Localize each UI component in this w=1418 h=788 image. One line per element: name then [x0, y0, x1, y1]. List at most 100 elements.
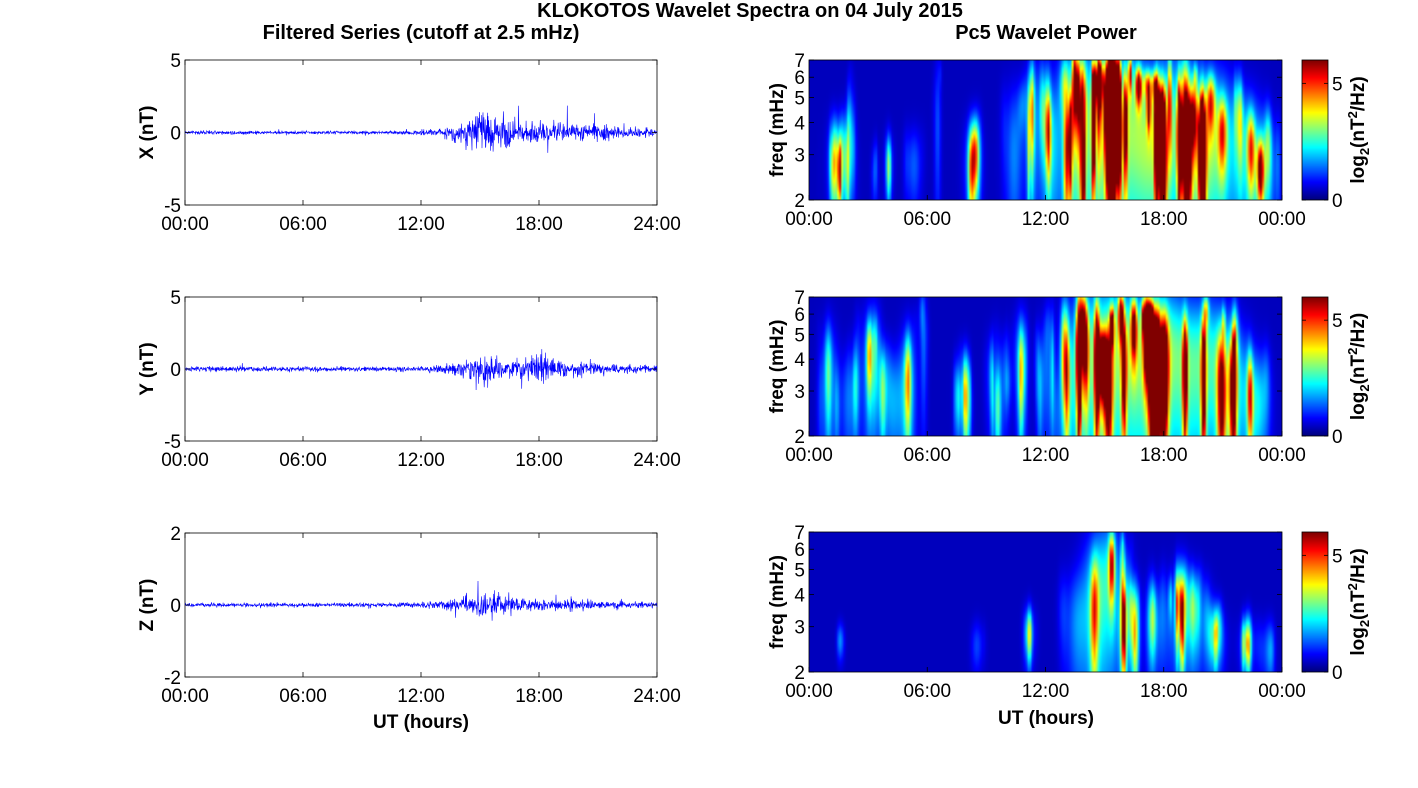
colorbar-label-part: (nT: [1348, 118, 1369, 148]
x-tick-label: 12:00: [397, 450, 445, 471]
y-tick-label: 2: [794, 663, 805, 684]
wavelet-power-heatmap: [809, 60, 1282, 200]
x-tick-label: 00:00: [785, 681, 833, 702]
y-tick-label: -5: [164, 432, 181, 453]
y-tick-label: 2: [794, 427, 805, 448]
x-tick-label: 18:00: [1140, 209, 1188, 230]
colorbar-label-part: log: [1348, 155, 1369, 184]
y-axis-label: X (nT): [137, 106, 158, 160]
y-tick-label: 4: [794, 350, 805, 371]
y-tick-label: 0: [170, 360, 181, 381]
y-axis-label: freq (mHz): [767, 320, 788, 414]
x-tick-label: 18:00: [1140, 445, 1188, 466]
colorbar-tick-label: 5: [1332, 311, 1343, 332]
x-tick-label: 06:00: [279, 686, 327, 707]
x-tick-label: 24:00: [633, 214, 681, 235]
x-tick-label: 00:00: [785, 209, 833, 230]
y-tick-label: -5: [164, 196, 181, 217]
colorbar-tick-label: 0: [1332, 663, 1343, 684]
x-tick-label: 12:00: [1022, 681, 1070, 702]
x-tick-label: 12:00: [1022, 209, 1070, 230]
y-tick-label: 7: [794, 51, 805, 72]
right-xlabel: UT (hours): [998, 708, 1094, 729]
colorbar-label-part: log: [1348, 627, 1369, 656]
x-tick-label: 18:00: [1140, 681, 1188, 702]
colorbar-label-part: log: [1348, 392, 1369, 421]
x-tick-label: 06:00: [903, 445, 951, 466]
y-tick-label: 3: [794, 618, 805, 639]
x-tick-label: 00:00: [161, 450, 209, 471]
y-tick-label: 4: [794, 114, 805, 135]
x-tick-label: 12:00: [1022, 445, 1070, 466]
y-tick-label: 7: [794, 523, 805, 544]
x-tick-label: 00:00: [1258, 681, 1306, 702]
x-tick-label: 12:00: [397, 214, 445, 235]
colorbar-label-part: (nT: [1348, 590, 1369, 620]
x-tick-label: 00:00: [161, 686, 209, 707]
series-panel-2: 5 0 -500:00 06:00 12:00 18:00 24:00 Y (nT): [137, 288, 681, 471]
y-tick-label: 6: [794, 540, 805, 561]
wavelet-power-heatmap: [809, 532, 1282, 672]
y-tick-label: 2: [170, 524, 181, 545]
colorbar-gradient: [1302, 297, 1328, 436]
wavelet-power-heatmap: [809, 297, 1282, 436]
y-tick-label: 6: [794, 305, 805, 326]
colorbar-label-part: /Hz): [1348, 313, 1369, 348]
x-tick-label: 06:00: [903, 681, 951, 702]
left-xlabel: UT (hours): [373, 712, 469, 733]
series-line: [184, 349, 658, 391]
series-line: [184, 105, 658, 153]
x-tick-label: 06:00: [279, 450, 327, 471]
series-line: [184, 580, 658, 621]
colorbar-frame: [1301, 59, 1329, 201]
x-tick-label: 18:00: [515, 686, 563, 707]
colorbar-label-subscript: 2: [1357, 384, 1372, 391]
left-column-title: Filtered Series (cutoff at 2.5 mHz): [263, 22, 580, 44]
colorbar-label-subscript: 2: [1357, 620, 1372, 627]
y-axis-label: Z (nT): [137, 579, 158, 632]
x-tick-label: 00:00: [1258, 445, 1306, 466]
y-tick-label: 0: [170, 596, 181, 617]
figure-title: KLOKOTOS Wavelet Spectra on 04 July 2015: [537, 0, 963, 22]
y-tick-label: 5: [794, 561, 805, 582]
x-tick-label: 24:00: [633, 450, 681, 471]
colorbar-tick-label: 0: [1332, 191, 1343, 212]
colorbar-label-superscript: 2: [1345, 583, 1360, 590]
right-column-title: Pc5 Wavelet Power: [955, 22, 1137, 44]
colorbar-label-subscript: 2: [1357, 148, 1372, 155]
spectrum-panel-1: 765 4 3 2 00:00 06:00 12:00 18:00 00:00 freq (mHz…: [767, 51, 1372, 230]
y-axis-label: freq (mHz): [767, 83, 788, 177]
colorbar-label-superscript: 2: [1345, 348, 1360, 355]
colorbar-label-part: /Hz): [1348, 76, 1369, 111]
y-tick-label: 5: [170, 288, 181, 309]
colorbar-gradient: [1302, 60, 1328, 200]
y-tick-label: 5: [794, 325, 805, 346]
y-tick-label: 5: [170, 51, 181, 72]
x-tick-label: 06:00: [903, 209, 951, 230]
x-tick-label: 18:00: [515, 450, 563, 471]
colorbar-label: log2(nT2/Hz): [1345, 76, 1372, 183]
x-tick-label: 00:00: [161, 214, 209, 235]
y-tick-label: 3: [794, 146, 805, 167]
colorbar-gradient: [1302, 532, 1328, 672]
x-tick-label: 12:00: [397, 686, 445, 707]
colorbar-label-part: /Hz): [1348, 548, 1369, 583]
y-tick-label: 6: [794, 68, 805, 89]
y-tick-label: 7: [794, 288, 805, 309]
y-tick-label: 3: [794, 382, 805, 403]
x-tick-label: 18:00: [515, 214, 563, 235]
colorbar-label-superscript: 2: [1345, 111, 1360, 118]
colorbar-label-part: (nT: [1348, 355, 1369, 385]
y-tick-label: 4: [794, 586, 805, 607]
colorbar-tick-label: 0: [1332, 427, 1343, 448]
colorbar-label: log2(nT2/Hz): [1345, 313, 1372, 420]
y-tick-label: 5: [794, 89, 805, 110]
x-tick-label: 00:00: [1258, 209, 1306, 230]
x-tick-label: 00:00: [785, 445, 833, 466]
